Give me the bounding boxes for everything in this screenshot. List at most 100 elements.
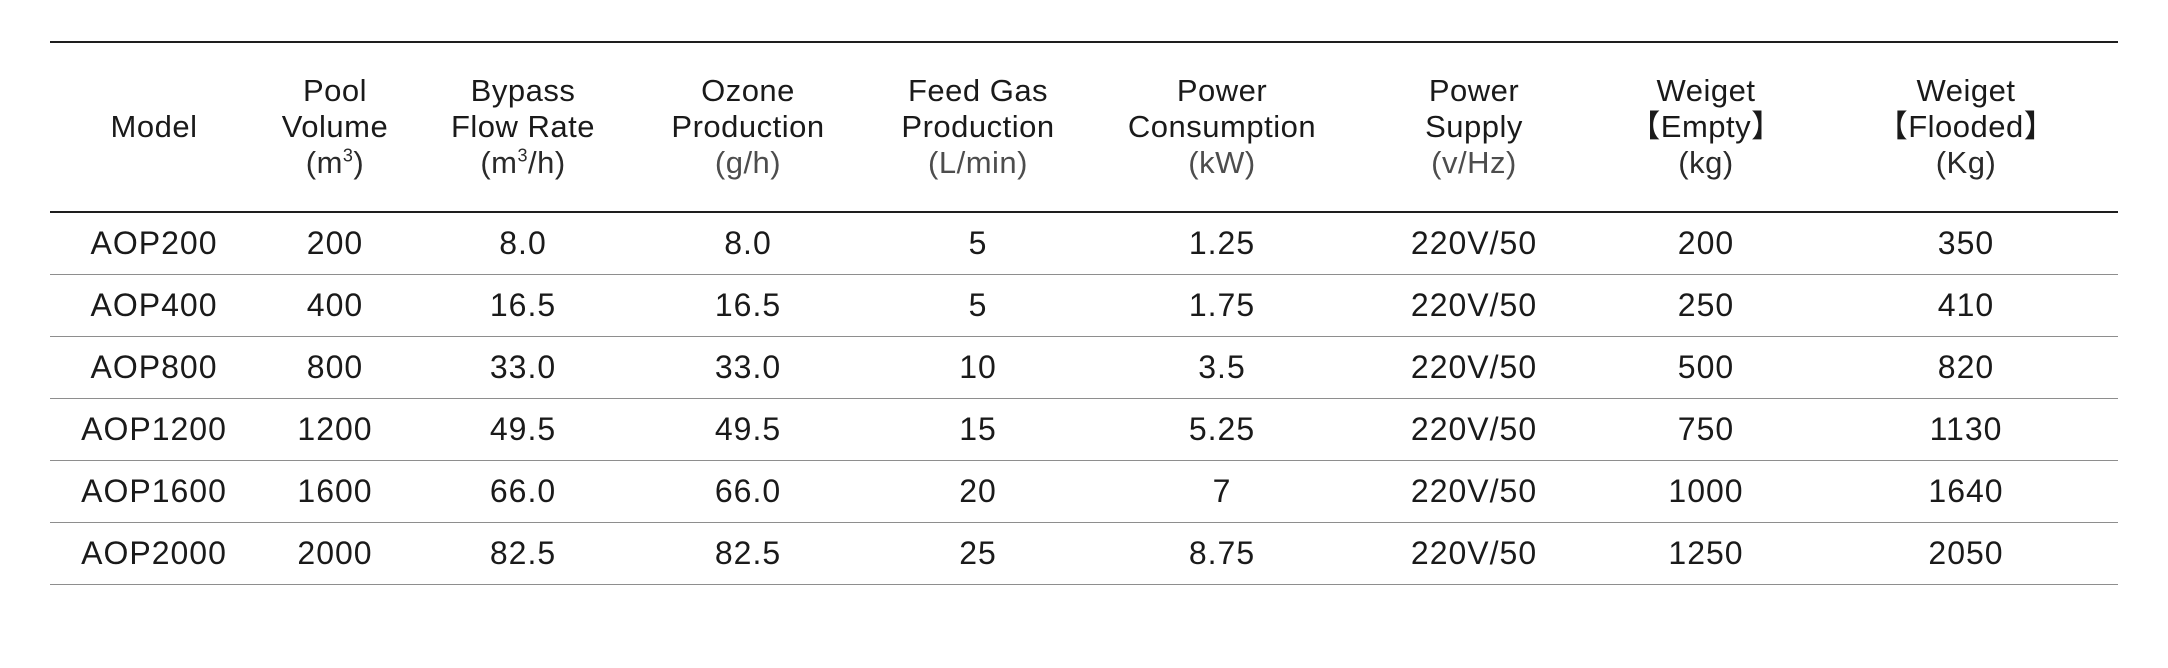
header-unit: (Kg) xyxy=(1935,145,1997,180)
cell-bypass-flow-rate: 82.5 xyxy=(489,535,557,571)
header-unit: (L/min) xyxy=(928,145,1028,180)
header-power-consumption: Power Consumption (kW) xyxy=(1094,42,1350,212)
table-row: AOP200 200 8.0 8.0 5 1.25 220V/50 200 35… xyxy=(50,212,2118,275)
cell-power-consumption: 1.75 xyxy=(1188,287,1256,323)
header-unit: (kW) xyxy=(1188,145,1256,180)
cell-feed-gas-production: 10 xyxy=(959,349,997,385)
unit-superscript: 3 xyxy=(517,145,528,166)
cell-model: AOP2000 xyxy=(81,535,227,571)
header-feed-gas-production: Feed Gas Production (L/min) xyxy=(862,42,1094,212)
cell-pool-volume: 2000 xyxy=(297,535,373,571)
header-unit: (v/Hz) xyxy=(1431,145,1517,180)
header-line: Flow Rate xyxy=(450,109,596,144)
header-line: Pool xyxy=(302,73,368,108)
header-line: Weiget xyxy=(1916,73,2016,108)
header-line: 【Empty】 xyxy=(1629,109,1783,144)
cell-power-consumption: 7 xyxy=(1212,473,1232,509)
table-row: AOP1200 1200 49.5 49.5 15 5.25 220V/50 7… xyxy=(50,399,2118,461)
header-bypass-flow-rate: Bypass Flow Rate (m3/h) xyxy=(412,42,634,212)
header-line: Production xyxy=(671,109,825,144)
cell-weight-empty: 750 xyxy=(1677,411,1735,447)
header-line: 【Flooded】 xyxy=(1876,109,2056,144)
cell-weight-flooded: 820 xyxy=(1937,349,1995,385)
cell-weight-flooded: 350 xyxy=(1937,225,1995,261)
cell-power-consumption: 3.5 xyxy=(1198,349,1246,385)
header-line: Ozone xyxy=(701,73,795,108)
cell-power-supply: 220V/50 xyxy=(1410,535,1538,571)
cell-weight-empty: 200 xyxy=(1677,225,1735,261)
cell-weight-flooded: 1640 xyxy=(1928,473,2004,509)
cell-weight-empty: 500 xyxy=(1677,349,1735,385)
header-row: Model Pool Volume (m3) Bypass Flow Rate … xyxy=(50,42,2118,212)
unit-tail: ) xyxy=(353,145,365,180)
cell-power-supply: 220V/50 xyxy=(1410,225,1538,261)
header-line: Supply xyxy=(1425,109,1523,144)
cell-ozone-production: 66.0 xyxy=(714,473,782,509)
header-model-label: Model xyxy=(110,109,198,144)
table-row: AOP1600 1600 66.0 66.0 20 7 220V/50 1000… xyxy=(50,461,2118,523)
cell-feed-gas-production: 25 xyxy=(959,535,997,571)
header-unit: (g/h) xyxy=(714,145,782,180)
table-header: Model Pool Volume (m3) Bypass Flow Rate … xyxy=(50,42,2118,212)
cell-feed-gas-production: 15 xyxy=(959,411,997,447)
header-pool-volume: Pool Volume (m3) xyxy=(258,42,412,212)
cell-pool-volume: 200 xyxy=(306,225,364,261)
cell-ozone-production: 8.0 xyxy=(724,225,772,261)
cell-ozone-production: 33.0 xyxy=(714,349,782,385)
header-weight-flooded: Weiget 【Flooded】 (Kg) xyxy=(1814,42,2118,212)
header-unit: (m3) xyxy=(258,145,412,181)
cell-weight-empty: 1000 xyxy=(1668,473,1744,509)
header-line: Bypass xyxy=(470,73,576,108)
cell-model: AOP200 xyxy=(90,225,218,261)
header-line: Power xyxy=(1428,73,1520,108)
cell-feed-gas-production: 5 xyxy=(968,287,988,323)
cell-pool-volume: 1200 xyxy=(297,411,373,447)
table-body: AOP200 200 8.0 8.0 5 1.25 220V/50 200 35… xyxy=(50,212,2118,585)
cell-power-consumption: 8.75 xyxy=(1188,535,1256,571)
header-line: Volume xyxy=(281,109,389,144)
unit-tail: /h) xyxy=(527,145,566,180)
header-line: Consumption xyxy=(1127,109,1317,144)
cell-bypass-flow-rate: 66.0 xyxy=(489,473,557,509)
cell-model: AOP1200 xyxy=(81,411,227,447)
cell-bypass-flow-rate: 49.5 xyxy=(489,411,557,447)
cell-power-supply: 220V/50 xyxy=(1410,473,1538,509)
cell-feed-gas-production: 20 xyxy=(959,473,997,509)
cell-model: AOP800 xyxy=(90,349,218,385)
cell-model: AOP1600 xyxy=(81,473,227,509)
header-model: Model xyxy=(50,42,258,212)
cell-bypass-flow-rate: 33.0 xyxy=(489,349,557,385)
header-ozone-production: Ozone Production (g/h) xyxy=(634,42,862,212)
cell-feed-gas-production: 5 xyxy=(968,225,988,261)
table-row: AOP400 400 16.5 16.5 5 1.75 220V/50 250 … xyxy=(50,275,2118,337)
cell-ozone-production: 49.5 xyxy=(714,411,782,447)
unit-text: (m xyxy=(480,145,518,180)
header-line: Weiget xyxy=(1656,73,1756,108)
header-unit: (kg) xyxy=(1678,145,1734,180)
unit-superscript: 3 xyxy=(342,145,354,166)
header-unit: (m3/h) xyxy=(412,145,634,181)
cell-ozone-production: 16.5 xyxy=(714,287,782,323)
cell-bypass-flow-rate: 16.5 xyxy=(489,287,557,323)
cell-weight-flooded: 410 xyxy=(1937,287,1995,323)
spec-table: Model Pool Volume (m3) Bypass Flow Rate … xyxy=(50,41,2118,585)
cell-weight-flooded: 2050 xyxy=(1928,535,2004,571)
table-row: AOP2000 2000 82.5 82.5 25 8.75 220V/50 1… xyxy=(50,523,2118,585)
cell-pool-volume: 400 xyxy=(306,287,364,323)
cell-ozone-production: 82.5 xyxy=(714,535,782,571)
cell-power-consumption: 1.25 xyxy=(1188,225,1256,261)
cell-pool-volume: 800 xyxy=(306,349,364,385)
header-line: Production xyxy=(901,109,1055,144)
cell-pool-volume: 1600 xyxy=(297,473,373,509)
table-row: AOP800 800 33.0 33.0 10 3.5 220V/50 500 … xyxy=(50,337,2118,399)
cell-model: AOP400 xyxy=(90,287,218,323)
cell-weight-flooded: 1130 xyxy=(1929,411,2003,447)
cell-power-supply: 220V/50 xyxy=(1410,349,1538,385)
cell-power-consumption: 5.25 xyxy=(1188,411,1256,447)
cell-power-supply: 220V/50 xyxy=(1410,411,1538,447)
header-line: Feed Gas xyxy=(907,73,1049,108)
cell-weight-empty: 250 xyxy=(1677,287,1735,323)
header-power-supply: Power Supply (v/Hz) xyxy=(1350,42,1598,212)
header-line: Power xyxy=(1176,73,1268,108)
cell-weight-empty: 1250 xyxy=(1668,535,1744,571)
